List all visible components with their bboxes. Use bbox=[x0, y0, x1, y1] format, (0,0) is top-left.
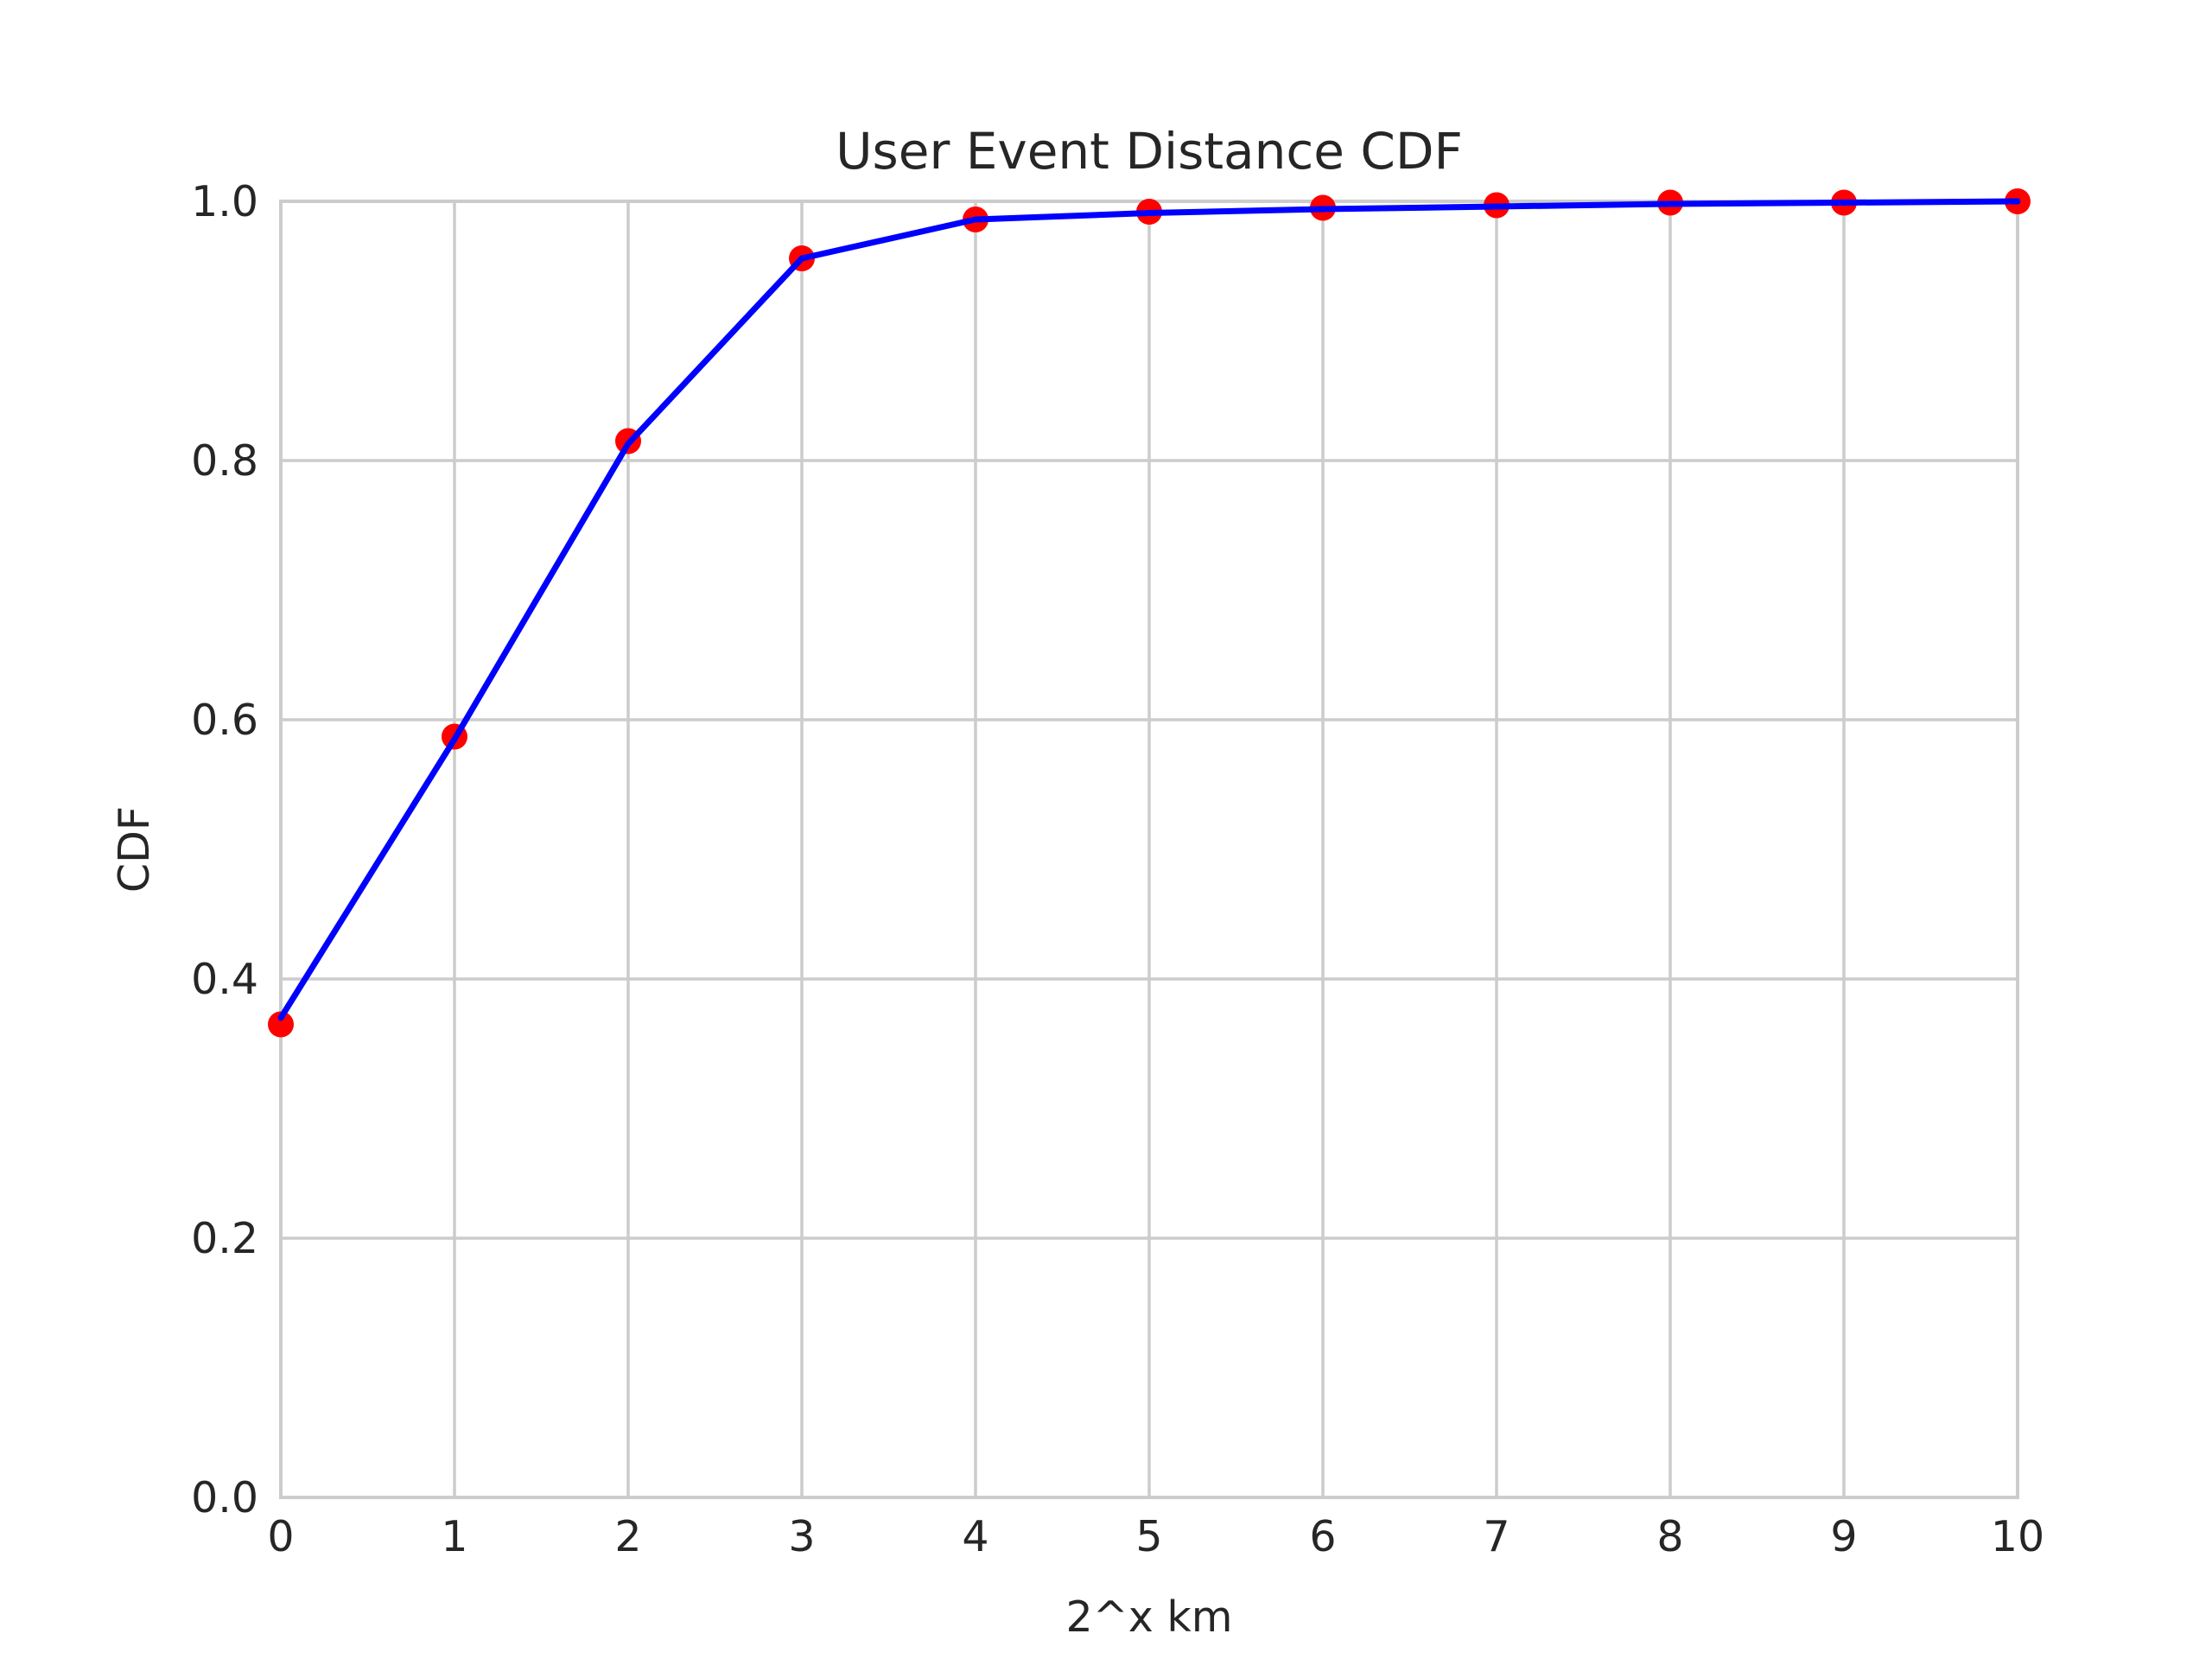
tick-layer: 0 1 2 3 4 5 6 7 8 9 10 0.0 0.2 0.4 0.6 0.8 1.0 bbox=[191, 177, 2044, 1561]
x-tick-label: 4 bbox=[962, 1512, 988, 1561]
series-layer bbox=[268, 188, 2031, 1038]
x-axis-label: 2^x km bbox=[1066, 1592, 1233, 1642]
x-tick-label: 2 bbox=[614, 1512, 641, 1561]
y-tick-label: 1.0 bbox=[191, 177, 258, 226]
x-tick-label: 0 bbox=[267, 1512, 294, 1561]
x-tick-label: 7 bbox=[1483, 1512, 1510, 1561]
y-tick-label: 0.4 bbox=[191, 955, 258, 1004]
x-tick-label: 10 bbox=[1991, 1512, 2044, 1561]
x-tick-label: 3 bbox=[788, 1512, 815, 1561]
scatter-point bbox=[268, 1011, 294, 1038]
grid-layer bbox=[279, 200, 2019, 1499]
y-tick-label: 0.2 bbox=[191, 1214, 258, 1263]
x-tick-label: 5 bbox=[1135, 1512, 1162, 1561]
y-tick-label: 0.6 bbox=[191, 696, 258, 745]
x-tick-label: 6 bbox=[1309, 1512, 1336, 1561]
x-tick-label: 9 bbox=[1830, 1512, 1857, 1561]
y-axis-label: CDF bbox=[110, 806, 159, 893]
chart-title: User Event Distance CDF bbox=[836, 122, 1463, 181]
x-tick-label: 8 bbox=[1656, 1512, 1683, 1561]
cdf-line bbox=[277, 198, 2021, 1021]
y-tick-label: 0.0 bbox=[191, 1473, 258, 1522]
y-tick-label: 0.8 bbox=[191, 436, 258, 486]
x-tick-label: 1 bbox=[441, 1512, 467, 1561]
